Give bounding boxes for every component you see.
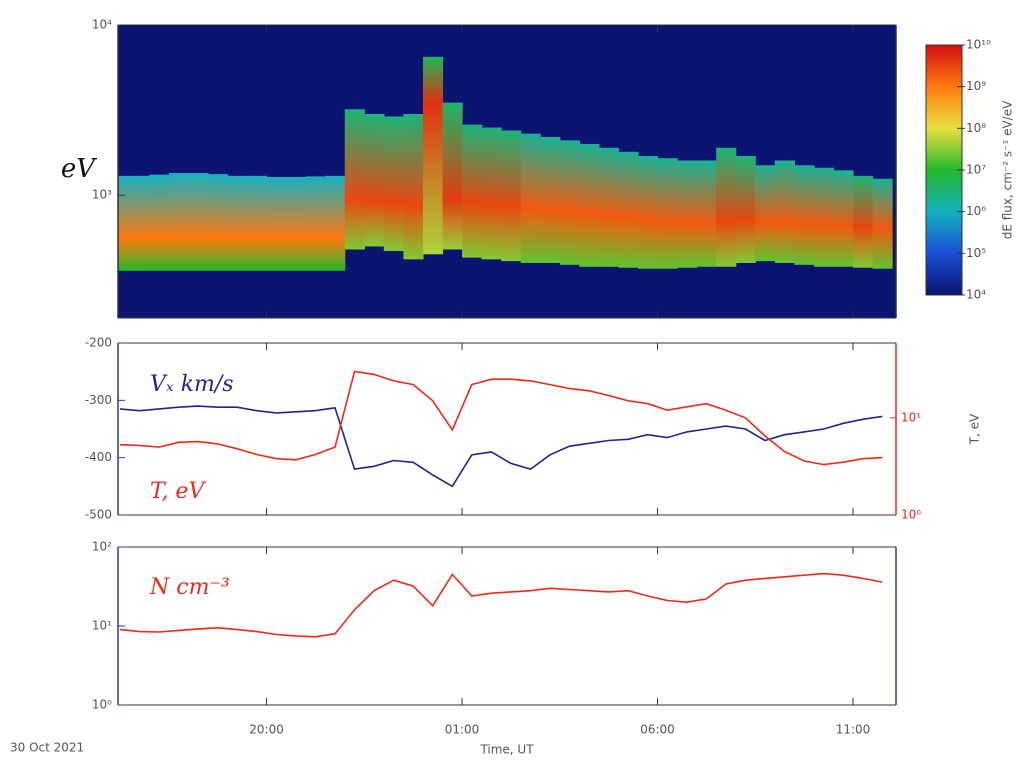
y-tick-label: -300 (85, 393, 112, 407)
x-tick-label: 11:00 (836, 723, 871, 737)
spectrogram-column (813, 167, 835, 267)
colorbar-tick-label: 10⁴ (966, 288, 986, 302)
colorbar (925, 44, 963, 296)
plot-area (119, 370, 883, 488)
spectrogram-column (794, 165, 815, 265)
spectrogram-column (657, 158, 678, 269)
spectrogram-column (344, 109, 365, 250)
spectrogram-column (149, 174, 170, 271)
colorbar-tick-label: 10⁵ (966, 246, 986, 260)
date-label: 30 Oct 2021 (10, 741, 84, 755)
y2-tick-label: 10⁰ (901, 508, 921, 522)
y-tick-label: -500 (85, 508, 112, 522)
spectrogram-column (696, 160, 717, 267)
spectrogram-column (227, 175, 248, 271)
spectrogram-column (129, 175, 150, 271)
spectrogram-column (207, 174, 229, 271)
x-tick-label: 06:00 (640, 723, 675, 737)
spectrogram-column (481, 127, 502, 260)
spectrogram-column (364, 114, 385, 247)
y-tick-label: 10⁰ (92, 698, 112, 712)
y-tick-label: 10⁴ (92, 18, 112, 32)
x-axis-label: Time, UT (479, 743, 534, 757)
spectrogram-column (637, 155, 659, 269)
y2-axis-label: T, eV (968, 413, 982, 445)
spectrogram-column (852, 175, 874, 268)
x-tick-label: 20:00 (249, 723, 284, 737)
spectrogram-column (755, 165, 776, 262)
spectrogram-column (598, 147, 620, 267)
legend-label: Vₓ km/s (150, 372, 234, 397)
series-line (119, 405, 883, 488)
colorbar-tick-label: 10⁶ (966, 204, 986, 218)
spectrogram-column (118, 175, 131, 271)
spectrogram-column (266, 176, 287, 271)
colorbar-tick-label: 10⁷ (966, 163, 986, 177)
spectrogram-column (735, 155, 756, 263)
colorbar-tick-label: 10⁹ (966, 79, 986, 93)
spectrogram-column (677, 160, 698, 268)
x-tick-label: 01:00 (445, 723, 480, 737)
spectrogram-column (305, 176, 326, 271)
spectrogram-column (188, 173, 209, 271)
spectrogram-column (559, 140, 580, 265)
legend-label: N cm⁻³ (149, 575, 230, 600)
spectrogram-column (520, 133, 541, 263)
series-line (119, 370, 883, 466)
spectrogram-column (383, 116, 404, 252)
spectrogram-column (462, 124, 483, 258)
y-tick-label: 10³ (92, 188, 112, 202)
spectrogram-column (618, 151, 639, 268)
spectrogram-column (872, 178, 893, 269)
spectrogram-column (325, 175, 346, 271)
spectrogram-column (716, 147, 737, 267)
spectrogram-column (403, 114, 424, 260)
spectrogram-column (579, 143, 600, 267)
spectrogram-column (168, 173, 189, 271)
y-axis-label: eV (61, 154, 97, 184)
spectrogram-column (422, 56, 444, 255)
y-tick-label: -400 (85, 450, 112, 464)
plot-area (119, 572, 883, 638)
y2-tick-label: 10¹ (901, 410, 921, 424)
spectrogram-column (247, 175, 268, 271)
spectrogram-column (833, 170, 854, 267)
legend-label: T, eV (150, 479, 206, 504)
y-tick-label: 10² (92, 540, 112, 554)
colorbar-label: dE flux, cm⁻² s⁻¹ eV/eV (1001, 100, 1015, 239)
spectrogram-column (540, 136, 561, 263)
spectrogram-column (774, 160, 795, 263)
y-tick-label: -200 (85, 336, 112, 350)
plot-area (118, 25, 896, 318)
series-line (119, 572, 883, 638)
colorbar-tick-label: 10¹⁰ (966, 38, 991, 52)
colorbar-tick-label: 10⁸ (966, 121, 986, 135)
spectrogram-column (442, 102, 463, 250)
spectrogram-column (286, 176, 307, 271)
y-tick-label: 10¹ (92, 619, 112, 633)
spectrogram-column (501, 130, 522, 262)
